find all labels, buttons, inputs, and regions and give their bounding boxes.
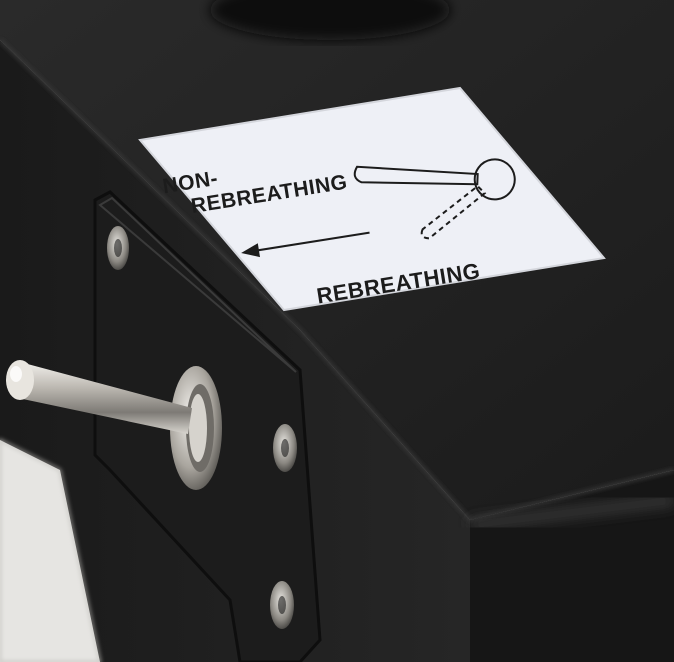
toggle-switch-lever[interactable]: [6, 360, 193, 434]
label-line-rebreathing-bottom: REBREATHING: [315, 258, 482, 309]
device-edge-highlight: [0, 38, 674, 522]
backdrop-sliver: [0, 440, 100, 662]
left-arrow-icon: [241, 231, 370, 258]
device-ledge: [469, 493, 674, 532]
blurred-object: [210, 0, 450, 40]
toggle-lever-diagram-icon: [353, 158, 516, 240]
